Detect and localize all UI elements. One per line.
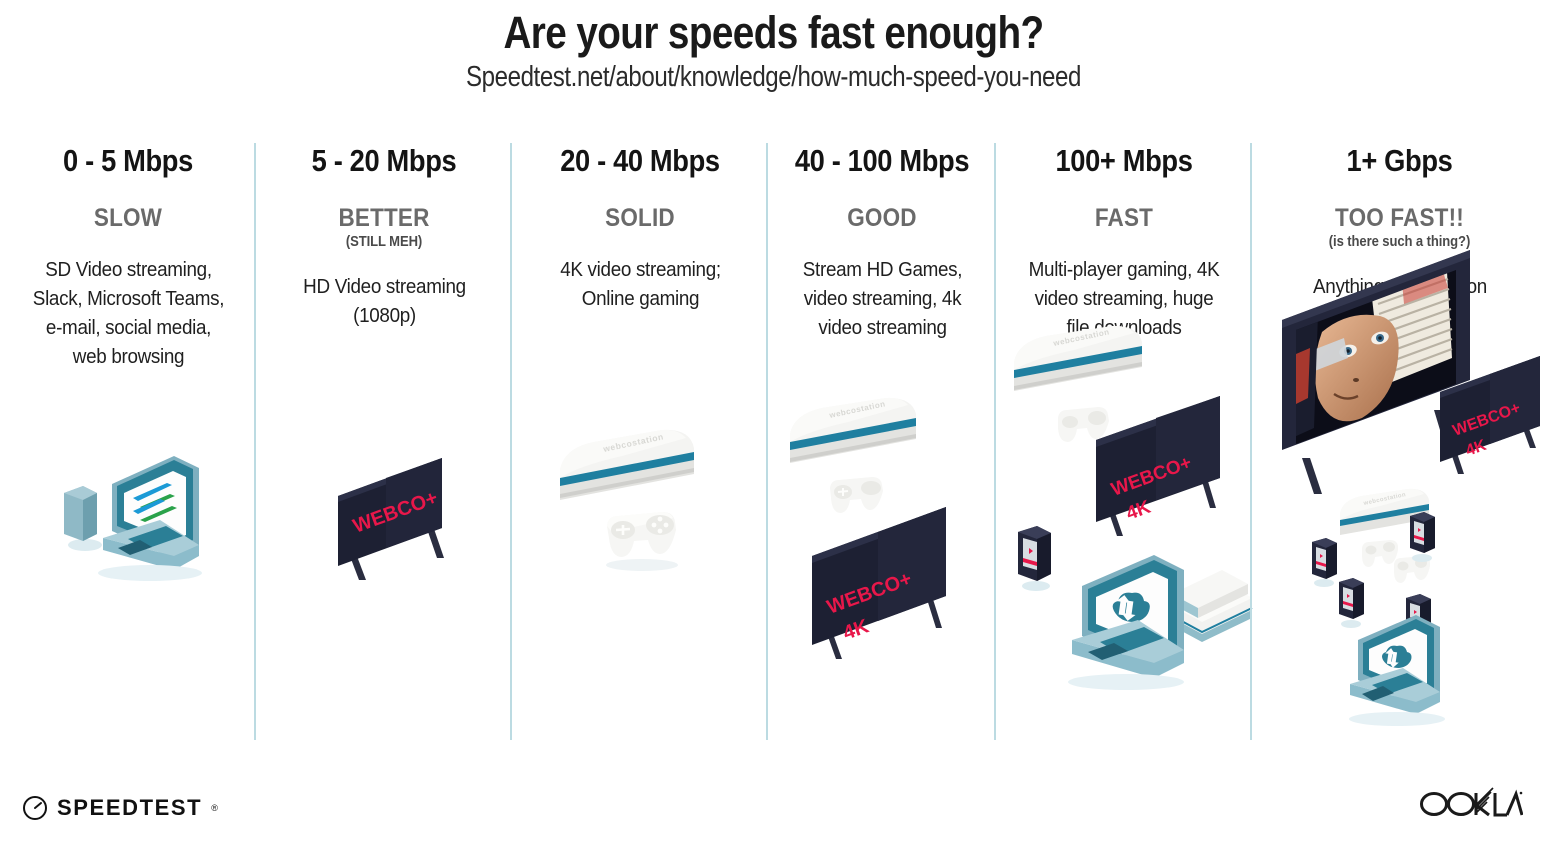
speed-tier-column-5-20: 5 - 20 Mbps BETTER (STILL MEH) HD Video … — [256, 138, 512, 740]
gamepad-illustration — [606, 512, 678, 571]
laptop-illustration — [98, 456, 202, 581]
phone-illustration — [1018, 526, 1051, 591]
speed-range-label: 100+ Mbps — [1055, 143, 1193, 178]
ookla-logo — [1419, 784, 1524, 823]
speed-tier-column-40-100: 40 - 100 Mbps GOOD Stream HD Games, vide… — [768, 138, 996, 740]
illustration-group: webcostation — [512, 408, 768, 738]
speed-rating-label: GOOD — [847, 204, 917, 232]
speed-description: SD Video streaming, Slack, Microsoft Tea… — [32, 258, 224, 369]
speedometer-icon — [23, 796, 47, 820]
column-divider — [510, 143, 512, 740]
speed-rating-label: FAST — [1094, 204, 1154, 232]
column-divider — [1250, 143, 1252, 740]
speed-description: 4K video streaming; Online gaming — [559, 258, 721, 311]
column-divider — [994, 143, 996, 740]
speed-description: Stream HD Games, video streaming, 4k vid… — [802, 258, 962, 340]
phone-illustration — [64, 486, 102, 551]
illustration-group: WEBCO+ — [256, 408, 512, 738]
tv-webco-4k-illustration: WEBCO+ 4K — [1440, 356, 1540, 474]
speed-range-label: 5 - 20 Mbps — [311, 143, 457, 178]
tv-resolution-text: 4K — [1464, 437, 1489, 460]
tv-webco-4k-illustration: WEBCO+ 4K — [1096, 396, 1220, 536]
phone-illustration — [1339, 578, 1364, 628]
speedtest-trademark: ® — [211, 803, 218, 813]
tv-webco-illustration: WEBCO+ — [338, 458, 444, 580]
speed-tier-column-20-40: 20 - 40 Mbps SOLID 4K video streaming; O… — [512, 138, 768, 740]
illustration-group: WEBCO+ 4K webcostation — [1252, 250, 1547, 738]
speed-description: HD Video streaming (1080p) — [302, 275, 466, 328]
tv-webco-4k-illustration: WEBCO+ 4K — [812, 507, 946, 659]
speed-range-label: 40 - 100 Mbps — [794, 143, 970, 178]
phone-illustration — [1410, 512, 1435, 562]
speed-range-label: 20 - 40 Mbps — [560, 143, 720, 178]
speed-tier-column-100plus: 100+ Mbps FAST Multi-player gaming, 4K v… — [996, 138, 1253, 740]
router-illustration — [1172, 570, 1253, 642]
column-divider — [254, 143, 256, 740]
laptop-cloud-illustration — [1068, 555, 1184, 690]
column-divider — [766, 143, 768, 740]
speed-rating-label: SOLID — [605, 204, 675, 232]
cloud-sync-icon — [1382, 645, 1412, 668]
speed-rating-label: TOO FAST!! — [1335, 204, 1464, 232]
illustration-group: webcostation W — [768, 388, 996, 738]
gamepad-illustration — [830, 477, 883, 513]
cloud-sync-icon — [1112, 592, 1150, 622]
illustration-group: webcostation WEBCO+ 4K — [996, 318, 1253, 738]
page-title: Are your speeds fast enough? — [503, 7, 1044, 58]
console-illustration: webcostation — [560, 429, 694, 500]
illustration-group — [0, 408, 256, 738]
speed-range-label: 0 - 5 Mbps — [63, 143, 193, 178]
speed-tier-column-0-5: 0 - 5 Mbps SLOW SD Video streaming, Slac… — [0, 138, 256, 740]
console-illustration: webcostation — [1340, 488, 1429, 535]
speed-tier-columns: 0 - 5 Mbps SLOW SD Video streaming, Slac… — [0, 138, 1547, 740]
speedtest-wordmark: SPEEDTEST — [57, 795, 203, 820]
console-illustration: webcostation — [790, 397, 916, 463]
footer: SPEEDTEST ® — [0, 748, 1547, 843]
tv-screen-photo — [1296, 270, 1456, 444]
speed-rating-label: SLOW — [93, 204, 163, 232]
speed-range-label: 1+ Gbps — [1346, 143, 1453, 178]
phone-illustration — [1312, 538, 1337, 587]
header: Are your speeds fast enough? Speedtest.n… — [0, 0, 1547, 94]
console-illustration: webcostation — [1014, 325, 1142, 391]
ookla-wordmark — [1420, 787, 1524, 817]
speed-tier-column-1gbps: 1+ Gbps TOO FAST!! (is there such a thin… — [1252, 138, 1547, 738]
speed-rating-note: (is there such a thing?) — [1328, 234, 1471, 250]
laptop-cloud-illustration — [1349, 615, 1445, 726]
speed-rating-label: BETTER — [338, 204, 430, 232]
speedtest-logo: SPEEDTEST ® — [22, 795, 218, 821]
speed-rating-note: (STILL MEH) — [345, 234, 423, 250]
page-subtitle-url: Speedtest.net/about/knowledge/how-much-s… — [466, 61, 1081, 94]
gamepad-illustration — [1058, 407, 1109, 442]
gamepad-illustration — [1362, 540, 1398, 567]
